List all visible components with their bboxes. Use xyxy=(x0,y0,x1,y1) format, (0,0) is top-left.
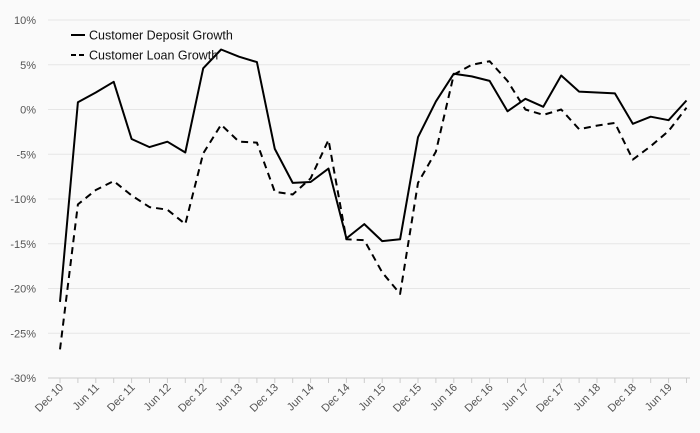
x-tick-label: Dec 11 xyxy=(105,382,138,415)
x-tick-label: Dec 12 xyxy=(176,382,209,415)
x-tick-label: Dec 10 xyxy=(33,382,66,415)
y-tick-label: 0% xyxy=(20,105,36,117)
series-line-deposit-growth xyxy=(59,48,688,302)
x-tick-label: Dec 17 xyxy=(534,382,567,415)
x-tick-label: Jun 14 xyxy=(285,382,317,414)
y-tick-label: -30% xyxy=(10,373,36,385)
legend-label-deposit: Customer Deposit Growth xyxy=(89,29,233,43)
y-tick-label: 5% xyxy=(20,60,36,72)
x-tick-label: Jun 19 xyxy=(643,382,675,414)
x-tick-label: Jun 17 xyxy=(500,382,532,414)
x-tick-label: Jun 13 xyxy=(213,382,245,414)
legend-label-loan: Customer Loan Growth xyxy=(89,49,218,63)
x-tick-label: Dec 18 xyxy=(606,382,639,415)
x-tick-label: Dec 14 xyxy=(319,382,352,415)
legend: Customer Deposit Growth Customer Loan Gr… xyxy=(71,29,233,63)
x-tick-label: Jun 18 xyxy=(571,382,603,414)
y-tick-label: -15% xyxy=(10,239,36,251)
x-tick-label: Jun 12 xyxy=(142,382,174,414)
series-lines xyxy=(59,48,688,350)
y-axis-tick-labels: 10% 5% 0% -5% -10% -15% -20% -25% -30% xyxy=(10,15,36,385)
y-tick-label: -10% xyxy=(10,194,36,206)
x-tick-label: Jun 11 xyxy=(71,382,102,413)
x-tick-label: Jun 15 xyxy=(356,382,388,414)
y-tick-label: -25% xyxy=(10,328,36,340)
x-axis: Dec 10 Jun 11 Dec 11 Jun 12 Dec 12 Jun 13 Dec … xyxy=(33,377,690,415)
x-tick-label: Dec 13 xyxy=(248,382,281,415)
x-tick-label: Dec 16 xyxy=(463,382,496,415)
series-line-loan-growth xyxy=(59,60,688,350)
y-tick-label: -20% xyxy=(10,284,36,296)
x-tick-label: Dec 15 xyxy=(391,382,424,415)
y-tick-label: -5% xyxy=(16,149,36,161)
x-tick-label: Jun 16 xyxy=(428,382,460,414)
gridlines xyxy=(48,19,690,334)
y-tick-label: 10% xyxy=(14,15,36,27)
